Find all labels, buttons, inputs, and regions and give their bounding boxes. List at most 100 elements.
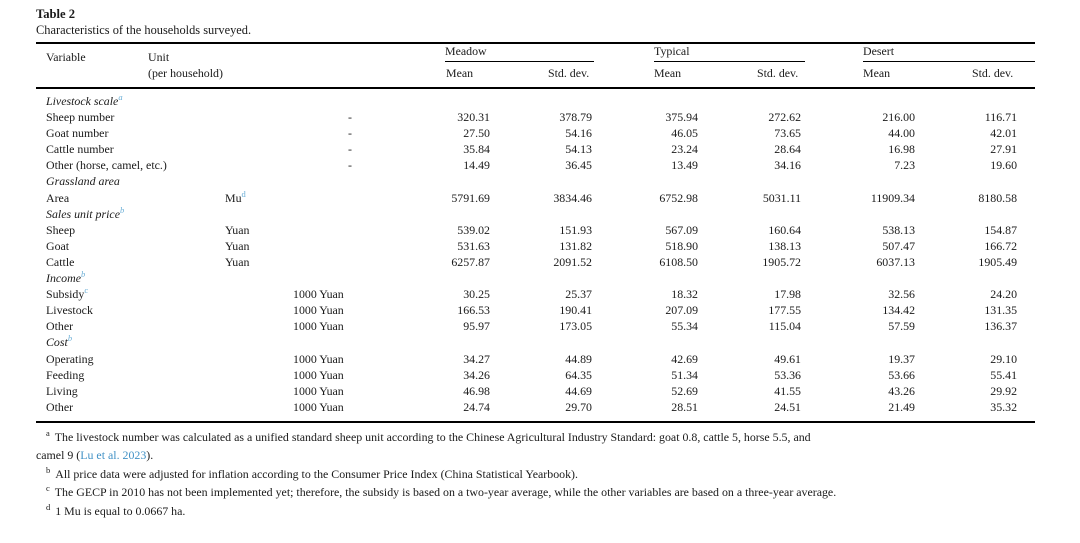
cell-value: 41.55 [774,383,802,398]
cell-value: 34.16 [774,158,802,173]
cell-value: 3834.46 [553,190,593,205]
table-row: Operating 1000 Yuan 34.27 44.89 42.69 49.61 19… [36,351,1035,367]
col-header-typical-std: Std. dev. [698,62,806,89]
cell-value: 539.02 [457,222,490,237]
cell-value: 134.42 [882,303,916,318]
cell-value: 36.45 [565,158,593,173]
row-label: Other (horse, camel, etc.) [46,158,167,173]
cell-value: 64.35 [565,367,593,382]
footnote-ref-a[interactable]: a [118,92,123,103]
row-unit: 1000 Yuan [293,287,344,302]
cell-value: 95.97 [463,319,490,334]
cell-value: 23.24 [671,142,699,157]
cell-value [594,334,698,350]
section-row: Livestock scalea [36,88,1035,109]
cell-value: 207.09 [665,303,699,318]
footnote-marker: b [46,464,51,475]
cell-value: 21.49 [888,399,916,414]
cell-value: 13.49 [671,158,699,173]
cell-value [698,334,805,350]
cell-value: 24.20 [990,287,1018,302]
cell-value [594,88,698,109]
row-label: Subsidyc [46,285,89,302]
table-row: Cattle number - 35.84 54.13 23.24 28.64 16.98 2… [36,141,1035,157]
sub-header-row: Mean Std. dev. Mean Std. dev. Mean Std. … [36,62,1036,89]
table-row: Other (horse, camel, etc.) - 14.49 36.45 13.… [36,157,1035,173]
unit-header-line2: (per household) [148,65,223,80]
cell-value [698,206,805,222]
table-body: Livestock scalea Sheep number - 320.31 378.7… [36,88,1035,422]
cell-value: 518.90 [665,238,699,253]
col-header-desert-mean: Mean [805,62,916,89]
cell-value: 166.72 [984,238,1018,253]
cell-value: 14.49 [463,158,490,173]
cell-value [915,88,1035,109]
cell-value: 5031.11 [762,190,802,205]
table-row: Sheep number - 320.31 378.79 375.94 272.62 216… [36,109,1035,125]
table-row: Cattle Yuan 6257.87 2091.52 6108.50 1905.72 60… [36,254,1035,270]
cell-value: 57.59 [888,319,916,334]
cell-value: 378.79 [559,110,593,125]
cell-value: 6257.87 [451,254,490,269]
citation-link[interactable]: Lu et al. 2023 [80,448,147,463]
footnote-a: a The livestock number was calculated as … [36,427,811,463]
cell-value: 1905.49 [978,254,1018,269]
footnote-marker: a [46,427,50,438]
row-unit: - [348,142,352,157]
row-unit: 1000 Yuan [293,303,344,318]
cell-value [805,88,915,109]
cell-value [915,206,1035,222]
col-header-typical-mean: Mean [594,62,699,89]
row-label: Livestock [46,303,93,318]
page: Table 2 Characteristics of the household… [36,7,1036,518]
unit-header-line1: Unit [148,50,170,64]
cell-value: 24.51 [774,399,802,414]
cell-value [915,270,1035,286]
cell-value: 42.69 [671,351,699,366]
cell-value: 53.36 [774,367,802,382]
group-header-row: Variable Unit (per household) Meadow Typ… [36,43,1036,89]
cell-value [445,173,494,189]
footnote-ref-b[interactable]: b [119,204,125,215]
footnote-ref-c[interactable]: c [84,285,89,296]
cell-value: 35.32 [990,399,1018,414]
row-label: Sales unit priceb [46,204,125,221]
row-unit: - [348,126,352,141]
footnote-ref-d[interactable]: d [241,188,246,199]
cell-value [805,173,915,189]
row-label: Goat number [46,126,109,141]
cell-value: 32.56 [888,287,916,302]
cell-value: 55.34 [671,319,699,334]
section-row: Sales unit priceb [36,204,1035,222]
cell-value [494,270,594,286]
footnote-marker: c [46,483,50,494]
cell-value: 177.55 [768,303,802,318]
cell-value [494,206,594,222]
cell-value [805,270,915,286]
col-header-desert-std: Std. dev. [915,62,1036,89]
cell-value: 5791.69 [451,190,490,205]
row-label: Incomeb [46,269,86,286]
col-header-meadow-std: Std. dev. [494,62,595,89]
footnote-ref-b[interactable]: b [67,333,73,344]
table-row: Feeding 1000 Yuan 34.26 64.35 51.34 53.36 53.6… [36,367,1035,383]
cell-value: 42.01 [990,126,1018,141]
row-unit [148,173,445,189]
table-row: Living 1000 Yuan 46.98 44.69 52.69 41.55 43.26… [36,383,1035,399]
cell-value: 19.60 [990,158,1018,173]
row-unit: Mud [225,188,246,205]
row-label: Livestock scalea [46,92,123,108]
cell-value [915,334,1035,350]
footnote-c: c The GECP in 2010 has not been implement… [46,483,837,500]
cell-value [494,173,594,189]
cell-value: 46.98 [463,383,490,398]
row-unit [148,206,445,222]
row-label: Area [46,190,70,205]
table-row: Goat number - 27.50 54.16 46.05 73.65 44.00 42.… [36,125,1035,141]
cell-value: 154.87 [984,222,1018,237]
row-label: Sheep number [46,110,115,125]
row-label: Cattle [46,254,75,269]
group-header-desert: Desert [805,43,1036,62]
footnote-ref-b[interactable]: b [81,269,86,280]
